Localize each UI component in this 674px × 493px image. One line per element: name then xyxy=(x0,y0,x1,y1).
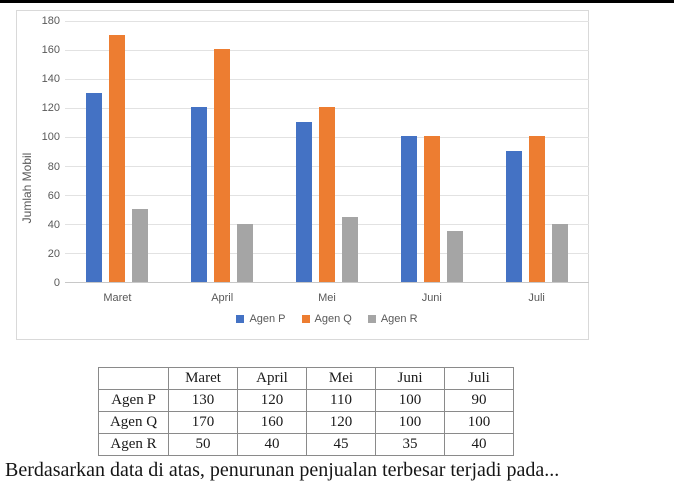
row-label-agen-q: Agen Q xyxy=(98,411,169,434)
bar-group xyxy=(484,21,589,282)
bar-agen-q xyxy=(423,136,440,282)
y-tick-label: 140 xyxy=(41,73,60,86)
row-label-agen-r: Agen R xyxy=(98,433,169,456)
legend-label: Agen Q xyxy=(314,313,352,325)
legend-item: Agen R xyxy=(367,312,418,326)
table-cell: 50 xyxy=(168,433,238,456)
table-cell: 110 xyxy=(306,389,376,412)
bar-group xyxy=(275,21,380,282)
bar-agen-p xyxy=(505,151,522,282)
gridline xyxy=(65,49,589,51)
legend-label: Agen R xyxy=(380,313,418,325)
table-cell: 45 xyxy=(306,433,376,456)
y-tick-label: 60 xyxy=(47,189,60,202)
bar-agen-r xyxy=(237,223,254,282)
bar-agen-r xyxy=(341,216,358,282)
table-row-agen-p: Agen P 130 120 110 100 90 xyxy=(98,389,514,412)
table-cell: 160 xyxy=(237,411,307,434)
question-text: Berdasarkan data di atas, penurunan penj… xyxy=(5,459,560,481)
bar-agen-p xyxy=(295,121,312,282)
table-header-april: April xyxy=(237,367,307,390)
table-cell: 120 xyxy=(237,389,307,412)
row-label-agen-p: Agen P xyxy=(98,389,169,412)
bar-agen-q xyxy=(528,136,545,282)
data-table: Maret April Mei Juni Juli Agen P 130 120… xyxy=(98,367,514,456)
table-cell: 90 xyxy=(444,389,514,412)
top-border-line xyxy=(0,0,674,3)
table-header-row: Maret April Mei Juni Juli xyxy=(98,367,514,390)
table-header-maret: Maret xyxy=(168,367,238,390)
table-cell: 130 xyxy=(168,389,238,412)
bar-groups xyxy=(65,21,589,282)
plot-area xyxy=(65,20,589,283)
legend-label: Agen P xyxy=(249,313,286,325)
table-cell: 100 xyxy=(375,389,445,412)
bar-group xyxy=(65,21,170,282)
table-row-agen-q: Agen Q 170 160 120 100 100 xyxy=(98,411,514,434)
bar-agen-q xyxy=(318,107,335,282)
bar-agen-r xyxy=(446,231,463,282)
bar-group xyxy=(170,21,275,282)
table-cell: 120 xyxy=(306,411,376,434)
bar-agen-p xyxy=(400,136,417,282)
y-tick-label: 100 xyxy=(41,131,60,144)
y-tick-label: 80 xyxy=(47,160,60,173)
y-tick-label: 120 xyxy=(41,102,60,115)
bar-agen-p xyxy=(191,107,208,282)
bar-chart-panel: Jumlah Mobil 0 20 40 60 80 100 120 140 160 180 Ma… xyxy=(16,10,589,340)
bar-group xyxy=(379,21,484,282)
table-cell: 100 xyxy=(444,411,514,434)
table-header-mei: Mei xyxy=(306,367,376,390)
legend-swatch xyxy=(367,315,376,323)
table-cell: 35 xyxy=(375,433,445,456)
x-axis-label: April xyxy=(211,292,234,304)
y-axis-ticks: 0 20 40 60 80 100 120 140 160 180 xyxy=(17,11,60,339)
table-cell: 170 xyxy=(168,411,238,434)
bar-agen-r xyxy=(551,223,568,282)
x-axis-labels: Maret April Mei Juni Juli xyxy=(65,291,589,305)
bar-agen-q xyxy=(214,49,231,282)
legend-item: Agen P xyxy=(236,312,286,326)
legend-swatch xyxy=(236,315,245,323)
table-header-juli: Juli xyxy=(444,367,514,390)
gridline xyxy=(65,20,589,22)
x-axis-label: Maret xyxy=(103,292,132,304)
bar-agen-r xyxy=(132,209,149,282)
legend-swatch xyxy=(301,315,310,323)
table-header-juni: Juni xyxy=(375,367,445,390)
gridline xyxy=(65,78,589,80)
x-axis-label: Mei xyxy=(318,292,336,304)
x-axis-label: Juni xyxy=(421,292,442,304)
y-tick-label: 40 xyxy=(47,218,60,231)
table-cell: 40 xyxy=(444,433,514,456)
bar-agen-q xyxy=(109,34,126,282)
x-axis-label: Juli xyxy=(528,292,545,304)
y-tick-label: 180 xyxy=(41,15,60,27)
chart-legend: Agen P Agen Q Agen R xyxy=(65,312,589,326)
y-tick-label: 20 xyxy=(47,247,60,260)
table-corner-cell xyxy=(98,367,169,390)
table-cell: 100 xyxy=(375,411,445,434)
table-cell: 40 xyxy=(237,433,307,456)
y-tick-label: 0 xyxy=(53,277,60,289)
y-tick-label: 160 xyxy=(41,44,60,57)
bar-agen-p xyxy=(86,92,103,282)
table-row-agen-r: Agen R 50 40 45 35 40 xyxy=(98,433,514,456)
legend-item: Agen Q xyxy=(301,312,352,326)
